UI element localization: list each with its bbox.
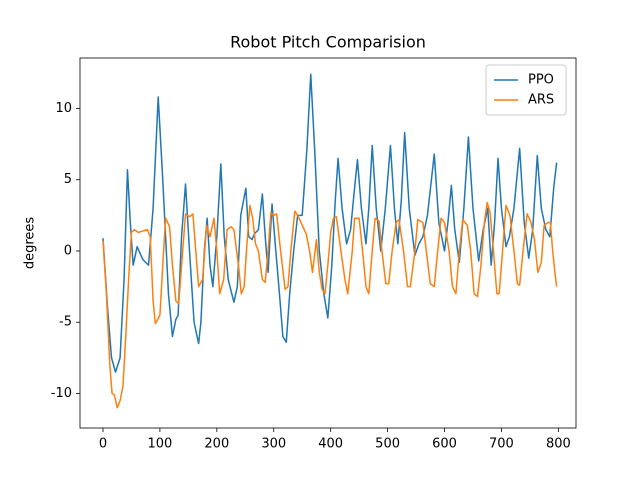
axes-frame [79, 57, 577, 429]
legend-label: PPO [528, 73, 554, 88]
x-tick-label: 600 [432, 437, 457, 452]
legend-box [485, 64, 567, 116]
x-tick-label: 0 [99, 437, 107, 452]
y-tick-label: 0 [64, 243, 72, 258]
x-tick-label: 400 [318, 437, 343, 452]
x-tick-label: 200 [204, 437, 229, 452]
y-tick-label: 10 [55, 101, 72, 116]
x-tick-label: 800 [546, 437, 571, 452]
x-tick-label: 100 [148, 437, 173, 452]
legend-label: ARS [528, 93, 554, 108]
series-line [102, 201, 558, 409]
plot-area [102, 73, 558, 409]
legend: PPO ARS [485, 64, 567, 116]
series-line [102, 73, 558, 373]
y-tick-label: 5 [64, 172, 72, 187]
x-tick-label: 500 [375, 437, 400, 452]
chart-title: Robot Pitch Comparision [230, 33, 426, 52]
x-tick-label: 300 [261, 437, 286, 452]
x-tick-label: 700 [489, 437, 514, 452]
y-tick-label: -5 [59, 315, 72, 330]
y-axis-label: degrees [23, 217, 38, 270]
y-tick-label: -10 [51, 386, 72, 401]
